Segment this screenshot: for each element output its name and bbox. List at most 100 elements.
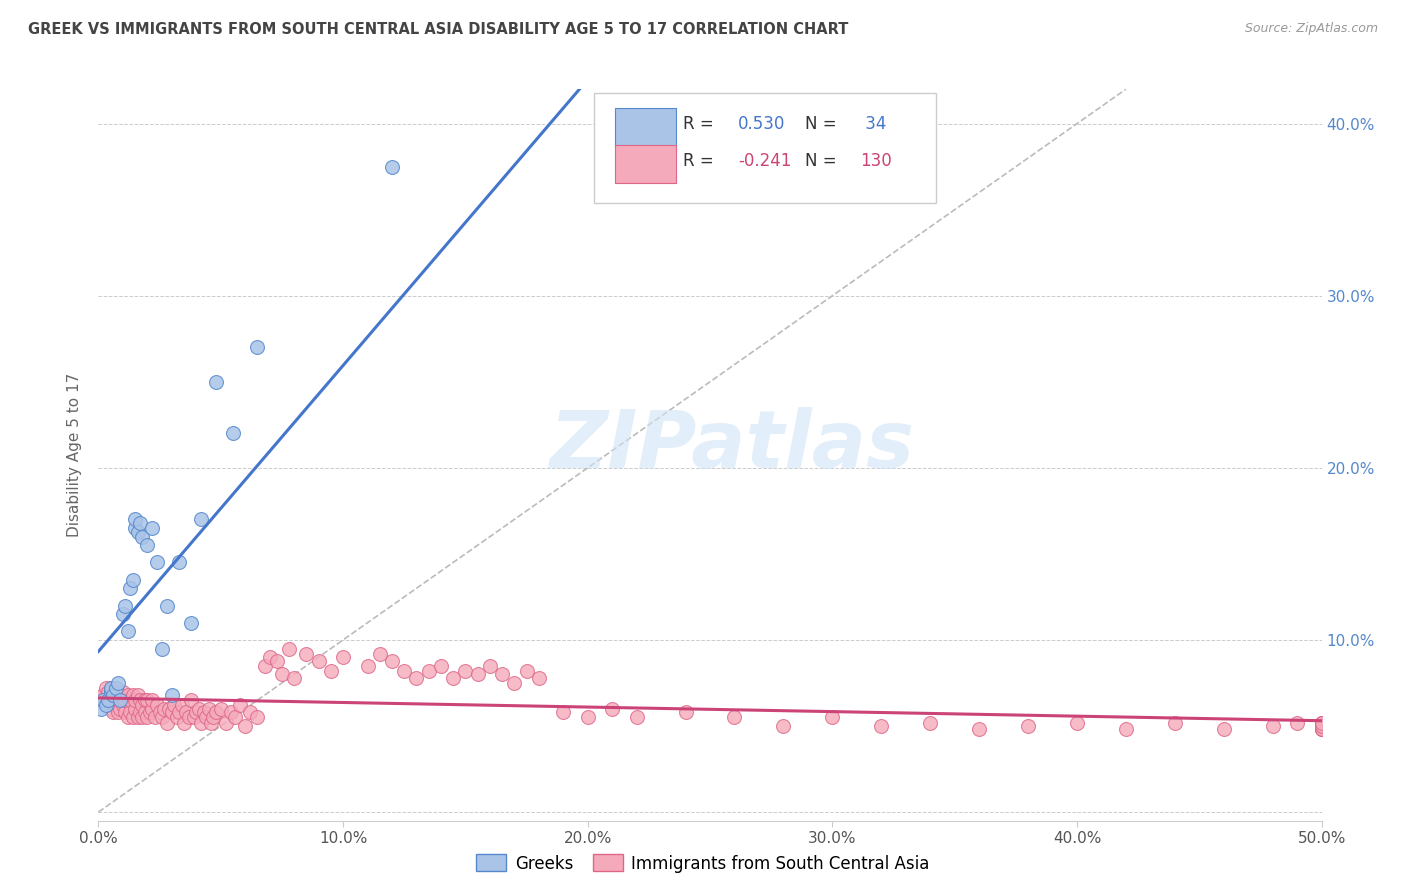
Point — [117, 688, 139, 702]
Point — [1310, 719, 1333, 733]
Text: 0.530: 0.530 — [738, 115, 786, 133]
Point — [1310, 715, 1333, 730]
Point — [467, 667, 489, 681]
Point — [100, 681, 122, 695]
Point — [193, 705, 215, 719]
Point — [723, 710, 745, 724]
Point — [101, 705, 124, 719]
Point — [149, 705, 172, 719]
Point — [650, 125, 672, 139]
Point — [117, 624, 139, 639]
Point — [101, 688, 124, 702]
Point — [278, 641, 301, 656]
Point — [97, 693, 120, 707]
Point — [157, 702, 180, 716]
Point — [1310, 719, 1333, 733]
Point — [100, 702, 122, 716]
Point — [1261, 719, 1284, 733]
Point — [205, 375, 228, 389]
Point — [104, 698, 127, 713]
Point — [97, 684, 120, 698]
Point — [100, 681, 122, 695]
Point — [418, 664, 440, 678]
Point — [332, 650, 354, 665]
Point — [368, 647, 391, 661]
Point — [117, 710, 139, 724]
Point — [600, 702, 623, 716]
Point — [163, 698, 186, 713]
Point — [308, 654, 330, 668]
Point — [94, 698, 117, 713]
Point — [1066, 715, 1088, 730]
Text: GREEK VS IMMIGRANTS FROM SOUTH CENTRAL ASIA DISABILITY AGE 5 TO 17 CORRELATION C: GREEK VS IMMIGRANTS FROM SOUTH CENTRAL A… — [28, 22, 848, 37]
Point — [139, 705, 162, 719]
Point — [381, 160, 404, 174]
Point — [229, 698, 252, 713]
Point — [253, 658, 276, 673]
FancyBboxPatch shape — [614, 145, 676, 183]
Point — [675, 705, 697, 719]
Point — [127, 688, 149, 702]
Point — [967, 723, 990, 737]
Text: R =: R = — [683, 115, 718, 133]
Point — [131, 698, 153, 713]
Point — [97, 693, 120, 707]
Point — [124, 512, 146, 526]
Point — [1310, 719, 1333, 733]
FancyBboxPatch shape — [614, 108, 676, 146]
Point — [114, 599, 136, 613]
Point — [141, 693, 163, 707]
Point — [405, 671, 427, 685]
Point — [202, 710, 225, 724]
Point — [121, 710, 143, 724]
Point — [180, 693, 202, 707]
Point — [104, 681, 127, 695]
Point — [1310, 715, 1333, 730]
Point — [91, 688, 114, 702]
Point — [381, 654, 404, 668]
Point — [141, 702, 163, 716]
Point — [136, 538, 159, 552]
Point — [110, 702, 132, 716]
Point — [114, 705, 136, 719]
Point — [127, 710, 149, 724]
Point — [233, 719, 256, 733]
Point — [626, 710, 648, 724]
Point — [266, 654, 288, 668]
Point — [104, 684, 127, 698]
Point — [173, 715, 195, 730]
Point — [197, 702, 219, 716]
Point — [129, 705, 152, 719]
Point — [195, 710, 218, 724]
Point — [186, 705, 208, 719]
Point — [111, 684, 134, 698]
Point — [527, 671, 550, 685]
Point — [146, 556, 169, 570]
Point — [124, 693, 146, 707]
Point — [131, 710, 153, 724]
Point — [94, 681, 117, 695]
Point — [190, 715, 212, 730]
Point — [131, 530, 153, 544]
Point — [222, 426, 245, 441]
Text: 130: 130 — [860, 152, 893, 169]
Point — [430, 658, 453, 673]
Point — [239, 705, 262, 719]
Point — [136, 693, 159, 707]
Point — [319, 664, 342, 678]
Point — [120, 705, 142, 719]
Point — [553, 705, 575, 719]
Point — [1164, 715, 1187, 730]
Point — [1115, 723, 1137, 737]
Point — [920, 715, 942, 730]
Point — [1310, 715, 1333, 730]
Text: 34: 34 — [860, 115, 887, 133]
Point — [1310, 715, 1333, 730]
Point — [246, 710, 269, 724]
Point — [107, 705, 129, 719]
Y-axis label: Disability Age 5 to 17: Disability Age 5 to 17 — [67, 373, 83, 537]
Point — [120, 582, 142, 596]
Point — [190, 512, 212, 526]
Point — [1310, 723, 1333, 737]
Point — [1286, 715, 1309, 730]
